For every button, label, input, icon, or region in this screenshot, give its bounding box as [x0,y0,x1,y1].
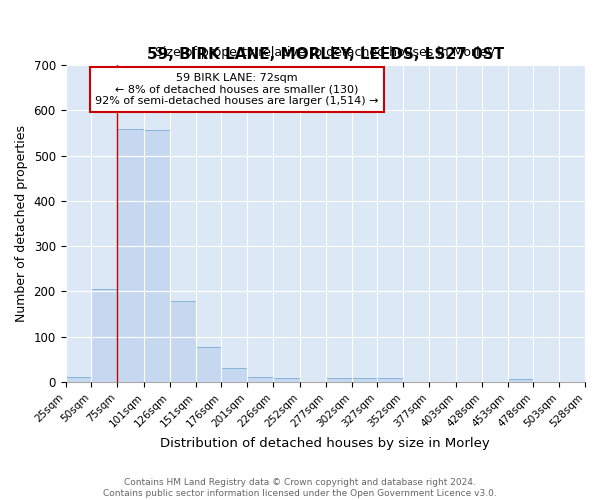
Bar [377,378,403,382]
Bar [273,378,300,382]
Bar [170,302,196,382]
Bar [144,130,170,382]
Bar [221,368,247,382]
X-axis label: Distribution of detached houses by size in Morley: Distribution of detached houses by size … [160,437,490,450]
Bar [117,130,144,382]
Bar [352,378,377,382]
Text: 59 BIRK LANE: 72sqm
← 8% of detached houses are smaller (130)
92% of semi-detach: 59 BIRK LANE: 72sqm ← 8% of detached hou… [95,73,379,106]
Bar [65,376,91,382]
Bar [247,376,273,382]
Bar [91,289,117,382]
Bar [196,347,221,382]
Text: Size of property relative to detached houses in Morley: Size of property relative to detached ho… [155,46,495,59]
Y-axis label: Number of detached properties: Number of detached properties [15,125,28,322]
Title: 59, BIRK LANE, MORLEY, LEEDS, LS27 0ST: 59, BIRK LANE, MORLEY, LEEDS, LS27 0ST [147,48,504,62]
Bar [508,380,533,382]
Text: Contains HM Land Registry data © Crown copyright and database right 2024.
Contai: Contains HM Land Registry data © Crown c… [103,478,497,498]
Bar [326,378,352,382]
